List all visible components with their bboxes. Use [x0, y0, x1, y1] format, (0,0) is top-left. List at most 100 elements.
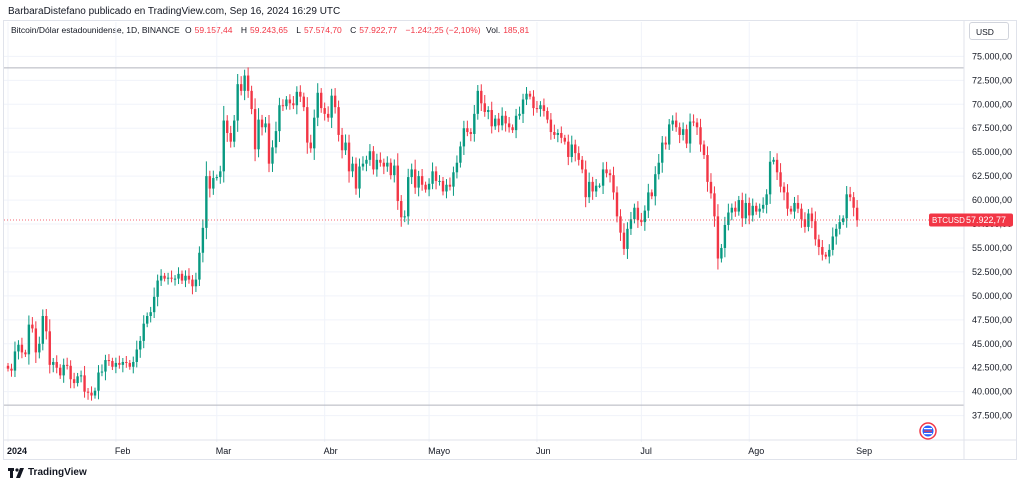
candle-body: [180, 273, 184, 281]
candle-body: [407, 177, 410, 217]
x-tick-label: Sep: [856, 446, 872, 456]
candle-body: [480, 90, 483, 104]
y-tick-label: 60.000,00: [972, 195, 1012, 205]
volume-value: Vol. 185,81: [486, 25, 530, 35]
x-tick-label: Jun: [536, 446, 551, 456]
candle-body: [706, 155, 709, 182]
candle-body: [417, 176, 420, 188]
candle-body: [365, 159, 368, 164]
x-tick-label: Feb: [115, 446, 131, 456]
candle-body: [6, 365, 10, 369]
price-axis: 75.000,00 72.500,00 70.000,00 67.500,00 65.0…: [963, 20, 1012, 460]
candle-body: [636, 207, 640, 221]
candle-body: [845, 194, 848, 219]
close-value: C 57.922,77: [350, 25, 398, 35]
candle-body: [574, 144, 577, 154]
x-tick-label: 2024: [7, 446, 27, 456]
candle-body: [229, 133, 232, 142]
candle-body: [24, 352, 27, 355]
candle-body: [608, 173, 612, 176]
candle-body: [452, 172, 455, 187]
candle-body: [546, 110, 549, 120]
candle-body: [45, 315, 48, 332]
horizontal-levels: [4, 67, 964, 406]
candle-body: [295, 91, 299, 106]
candle-body: [420, 176, 424, 185]
candle-body: [90, 392, 93, 396]
candle-body: [253, 109, 257, 150]
candle-body: [842, 218, 845, 223]
candle-body: [159, 275, 163, 281]
candle-body: [626, 228, 629, 249]
time-axis: 2024 Feb Mar Abr Mayo Jun Jul Ago Sep: [4, 439, 1017, 456]
candle-body: [111, 361, 114, 367]
candle-body: [69, 365, 72, 380]
candle-body: [413, 169, 417, 188]
candle-body: [281, 105, 285, 107]
candle-body: [852, 197, 855, 208]
candle-body: [313, 117, 316, 149]
candle-body: [793, 202, 796, 212]
candle-body: [403, 216, 406, 218]
candle-body: [490, 110, 493, 127]
candle-body: [587, 181, 591, 198]
candle-body: [309, 142, 312, 149]
candle-body: [424, 184, 427, 190]
flag-icon[interactable]: [919, 422, 937, 440]
candle-body: [702, 144, 706, 156]
candles: [6, 67, 859, 401]
candle-body: [427, 183, 431, 190]
y-tick-label: 75.000,00: [972, 51, 1012, 61]
candle-body: [20, 344, 24, 353]
candle-body: [208, 176, 212, 189]
candle-body: [386, 162, 389, 167]
candle-body: [194, 279, 198, 287]
candle-body: [855, 207, 859, 221]
candle-body: [128, 362, 131, 367]
candle-body: [779, 172, 782, 187]
candle-body: [821, 247, 824, 255]
candle-body: [744, 202, 747, 219]
open-value: O 59.157,44: [185, 25, 233, 35]
x-tick-label: Mar: [216, 446, 232, 456]
candle-body: [629, 219, 633, 229]
candle-body: [375, 159, 379, 170]
candle-body: [761, 204, 765, 209]
candle-body: [601, 169, 605, 186]
candle-body: [511, 127, 514, 131]
candle-body: [671, 120, 674, 125]
high-value: H 59.243,65: [240, 25, 288, 35]
candle-body: [152, 296, 156, 313]
candle-body: [333, 95, 337, 108]
currency-selector[interactable]: USD: [969, 22, 1009, 40]
last-price-symbol: BTCUSD: [932, 216, 965, 225]
candle-body: [326, 113, 330, 118]
candle-body: [494, 118, 497, 127]
candle-body: [824, 254, 827, 257]
candle-body: [647, 192, 650, 211]
symbol-label[interactable]: Bitcoin/Dólar estadounidense, 1D, BINANC…: [11, 25, 180, 35]
candle-body: [664, 142, 667, 145]
brand-name: TradingView: [28, 467, 87, 478]
candle-body: [267, 123, 271, 164]
candle-body: [828, 249, 831, 257]
candle-body: [591, 181, 594, 192]
candle-body: [354, 163, 358, 189]
brand-footer[interactable]: TradingView: [8, 467, 87, 478]
y-tick-label: 70.000,00: [972, 99, 1012, 109]
change-value: −1.242,25 (−2,10%): [405, 25, 481, 35]
candle-body: [497, 118, 500, 126]
candle-body: [393, 165, 396, 176]
candle-body: [239, 84, 243, 91]
candle-body: [135, 349, 138, 362]
candle-body: [525, 93, 528, 100]
candle-body: [38, 343, 41, 353]
candle-body: [55, 361, 58, 368]
candle-body: [848, 194, 852, 198]
y-tick-label: 67.500,00: [972, 123, 1012, 133]
candle-body: [668, 124, 671, 145]
candle-body: [619, 216, 622, 233]
candle-body: [810, 213, 814, 222]
candle-body: [170, 277, 173, 279]
